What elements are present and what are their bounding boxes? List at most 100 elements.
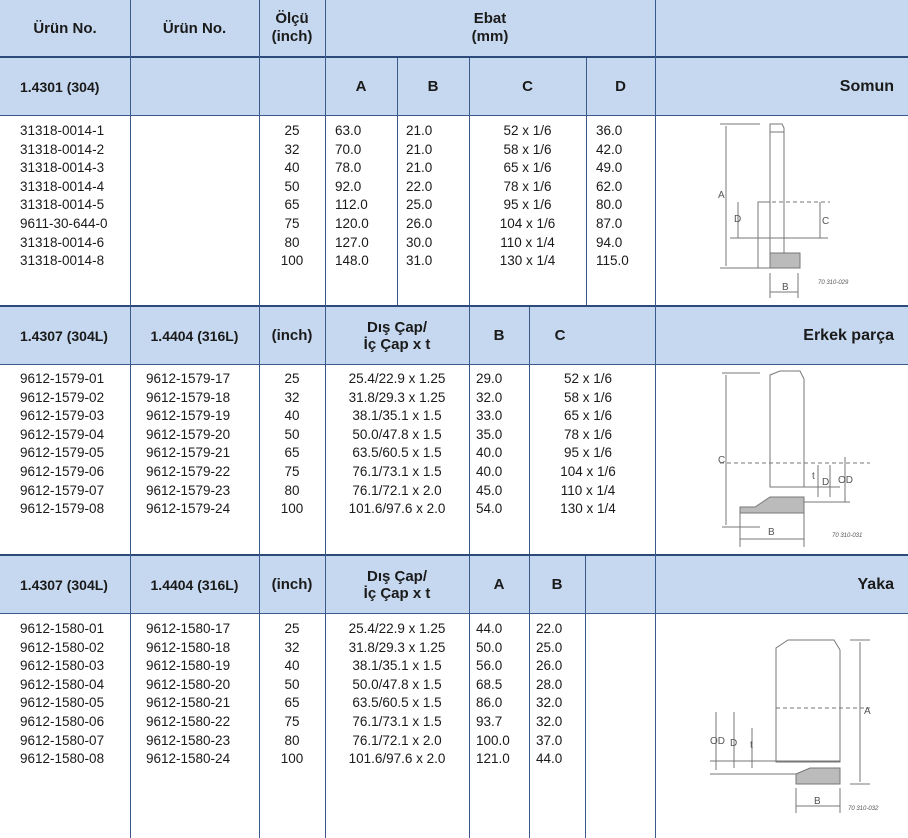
table-cell: 31.8/29.3 x 1.25 <box>348 389 446 405</box>
table-cell: 92.0 <box>335 178 362 194</box>
section2-column-6: 52 x 1/6 58 x 1/6 65 x 1/6 78 x 1/6 95 x 1/6… <box>529 370 647 519</box>
table-cell: 32.0 <box>536 713 563 729</box>
table-cell: 101.6/97.6 x 2.0 <box>348 501 446 517</box>
table-cell: 32 <box>284 141 300 157</box>
table-cell: 80 <box>284 482 300 498</box>
table-cell: 42.0 <box>596 141 623 157</box>
table-cell: 9612-1580-03 <box>20 658 105 674</box>
table-cell: 121.0 <box>476 751 510 767</box>
table-cell: 94.0 <box>596 234 623 250</box>
table-cell: 80 <box>284 234 300 250</box>
table-cell: 25 <box>284 371 300 386</box>
table-cell: 100 <box>280 751 304 767</box>
header-olcu: Ölçü (inch) <box>259 0 325 56</box>
table-cell: 80 <box>284 732 300 748</box>
section2-head-dis-cap: Dış Çap/ İç Çap x t <box>325 307 469 364</box>
table-cell: 65 x 1/6 <box>503 160 552 176</box>
table-cell: 68.5 <box>476 676 503 692</box>
section3-column-6: 22.0 25.0 26.0 28.0 32.0 32.0 37.0 44.0 <box>536 620 584 769</box>
section1-material1: 1.4301 (304) <box>0 58 130 115</box>
table-cell: 50.0/47.8 x 1.5 <box>352 426 442 442</box>
svg-text:D: D <box>730 738 737 749</box>
header-blank <box>655 0 908 56</box>
table-cell: 95 x 1/6 <box>503 197 552 213</box>
table-cell <box>140 141 250 160</box>
table-cell: 26.0 <box>406 215 433 231</box>
svg-text:OD: OD <box>710 736 725 747</box>
table-cell: 9612-1579-02 <box>20 389 105 405</box>
table-cell: 9612-1580-20 <box>146 676 231 692</box>
table-cell: 50.0/47.8 x 1.5 <box>352 676 442 692</box>
table-cell: 65 <box>284 445 300 461</box>
section2-name: Erkek parça <box>655 307 908 364</box>
table-cell: 32.0 <box>476 389 503 405</box>
section3-col3: (inch) <box>259 556 325 613</box>
header-ebat: Ebat (mm) <box>325 0 655 56</box>
table-cell: 50 <box>284 426 300 442</box>
table-cell: 31318-0014-3 <box>20 160 105 176</box>
table-cell: 45.0 <box>476 482 503 498</box>
table-cell: 115.0 <box>596 253 629 269</box>
table-cell: 78.0 <box>335 160 362 176</box>
table-cell: 25.0 <box>536 639 563 655</box>
table-cell: 100 <box>280 501 304 517</box>
table-cell: 25.4/22.9 x 1.25 <box>348 371 446 386</box>
table-cell: 100 <box>280 253 304 269</box>
table-cell: 31318-0014-1 <box>20 123 105 138</box>
table-cell: 9612-1579-04 <box>20 426 105 442</box>
table-cell: 9612-1580-19 <box>146 658 231 674</box>
table-cell <box>140 122 250 141</box>
svg-text:A: A <box>718 190 725 201</box>
table-cell: 25.4/22.9 x 1.25 <box>348 621 446 636</box>
table-cell: 40.0 <box>476 445 503 461</box>
table-cell: 32 <box>284 639 300 655</box>
table-cell <box>140 178 250 197</box>
section1-head-c: C <box>469 58 586 115</box>
table-cell: 31.8/29.3 x 1.25 <box>348 639 446 655</box>
section1-column-2 <box>140 122 250 271</box>
section1-head-b: B <box>397 58 469 115</box>
table-cell: 26.0 <box>536 658 563 674</box>
svg-text:D: D <box>822 477 829 488</box>
table-cell: 63.5/60.5 x 1.5 <box>352 445 442 461</box>
section3-column-3: 25 32 40 50 65 75 80 100 <box>259 620 325 769</box>
table-cell: 35.0 <box>476 426 503 442</box>
svg-text:B: B <box>768 527 775 538</box>
somun-drawing-code: 70 310-029 <box>818 280 849 286</box>
section1-column-3: 25 32 40 50 65 75 80 100 <box>259 122 325 271</box>
table-cell: 127.0 <box>335 234 369 250</box>
section1-head-d: D <box>586 58 655 115</box>
table-cell: 25 <box>284 123 300 138</box>
section2-column-1: 9612-1579-01 9612-1579-02 9612-1579-03 9612… <box>20 370 130 519</box>
table-cell: 25 <box>284 621 300 636</box>
table-cell: 37.0 <box>536 732 563 748</box>
table-cell: 30.0 <box>406 234 433 250</box>
table-cell: 9612-1579-24 <box>146 501 231 517</box>
table-cell: 31318-0014-4 <box>20 178 105 194</box>
table-cell: 80.0 <box>596 197 623 213</box>
table-cell: 9612-1579-03 <box>20 408 105 424</box>
table-cell: 50.0 <box>476 639 503 655</box>
table-cell: 9612-1579-20 <box>146 426 231 442</box>
section3-head-b: B <box>529 556 585 613</box>
table-cell: 44.0 <box>536 751 563 767</box>
section3-head-a: A <box>469 556 529 613</box>
table-cell: 32.0 <box>536 695 563 711</box>
table-cell: 9612-1580-08 <box>20 751 105 767</box>
section2-column-3: 25 32 40 50 65 75 80 100 <box>259 370 325 519</box>
table-cell: 110 x 1/4 <box>560 482 616 498</box>
table-cell: 21.0 <box>406 160 433 176</box>
table-cell: 28.0 <box>536 676 563 692</box>
table-cell: 70.0 <box>335 141 362 157</box>
table-cell <box>140 196 250 215</box>
table-cell: 9612-1580-22 <box>146 713 231 729</box>
table-cell: 63.0 <box>335 123 362 138</box>
section1-name: Somun <box>655 58 908 115</box>
table-cell: 31318-0014-2 <box>20 141 105 157</box>
section3-column-5: 44.0 50.0 56.0 68.5 86.0 93.7 100.0 121.0 <box>476 620 526 769</box>
table-cell: 31318-0014-8 <box>20 253 105 269</box>
section1-column-5: 21.0 21.0 21.0 22.0 25.0 26.0 30.0 31.0 <box>406 122 466 271</box>
table-cell: 87.0 <box>596 215 623 231</box>
table-cell: 95 x 1/6 <box>563 445 613 461</box>
section2-material1: 1.4307 (304L) <box>0 307 130 364</box>
